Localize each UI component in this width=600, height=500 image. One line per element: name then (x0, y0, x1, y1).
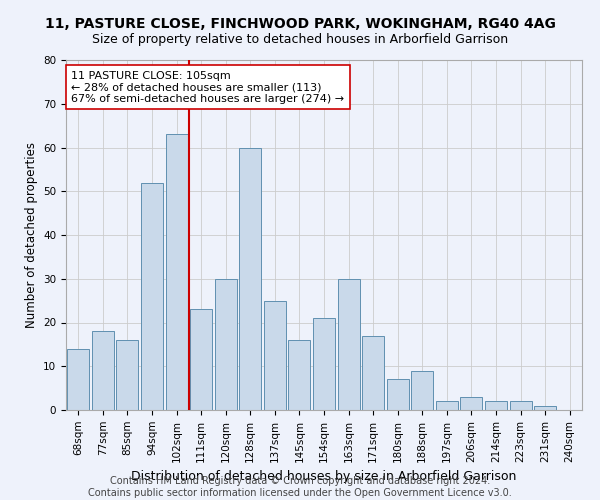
Bar (313, 318, 335, 410)
Bar (534, 406, 556, 410)
Text: Contains HM Land Registry data © Crown copyright and database right 2024.
Contai: Contains HM Land Registry data © Crown c… (88, 476, 512, 498)
Bar (509, 401, 532, 410)
Bar (239, 148, 262, 410)
Bar (362, 336, 384, 410)
Bar (485, 401, 507, 410)
Bar (460, 397, 482, 410)
Bar (190, 310, 212, 410)
Y-axis label: Number of detached properties: Number of detached properties (25, 142, 38, 328)
Bar (289, 340, 310, 410)
Bar (92, 331, 114, 410)
X-axis label: Distribution of detached houses by size in Arborfield Garrison: Distribution of detached houses by size … (131, 470, 517, 483)
Text: Size of property relative to detached houses in Arborfield Garrison: Size of property relative to detached ho… (92, 32, 508, 46)
Bar (386, 380, 409, 410)
Bar (436, 401, 458, 410)
Text: 11, PASTURE CLOSE, FINCHWOOD PARK, WOKINGHAM, RG40 4AG: 11, PASTURE CLOSE, FINCHWOOD PARK, WOKIN… (44, 18, 556, 32)
Bar (264, 300, 286, 410)
Bar (215, 279, 237, 410)
Bar (166, 134, 188, 410)
Bar (141, 182, 163, 410)
Bar (338, 279, 359, 410)
Bar (411, 370, 433, 410)
Text: 11 PASTURE CLOSE: 105sqm
← 28% of detached houses are smaller (113)
67% of semi-: 11 PASTURE CLOSE: 105sqm ← 28% of detach… (71, 70, 344, 104)
Bar (116, 340, 139, 410)
Bar (67, 349, 89, 410)
